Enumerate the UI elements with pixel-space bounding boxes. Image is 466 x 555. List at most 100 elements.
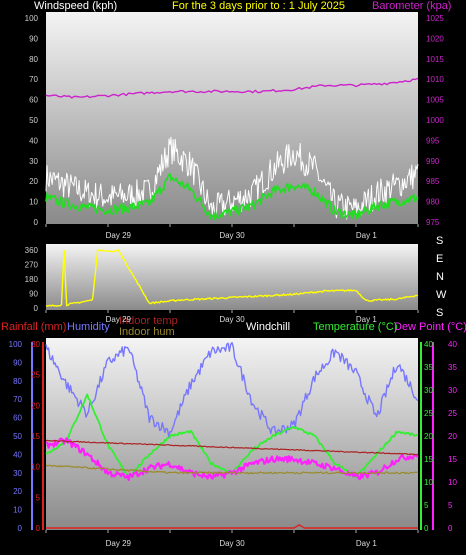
x-axis-day-label: Day 30 (219, 231, 245, 240)
humidity-tick: 90 (13, 358, 22, 367)
indoor-temp-label: Indoor temp (119, 315, 178, 327)
series-layer (45, 77, 419, 529)
rainfall-label: Rainfall (mm) (1, 321, 66, 333)
barometer-tick: 1005 (426, 96, 444, 105)
humidity-tick: 20 (13, 487, 22, 496)
rainfall-tick: 10 (31, 463, 40, 472)
x-axis-day-label: Day 29 (106, 539, 132, 548)
barometer-tick: 990 (426, 157, 440, 166)
rainfall-line (46, 524, 418, 529)
temperature-tick: 40 (424, 340, 433, 349)
x-axis-day-label: Day 30 (219, 539, 245, 548)
humidity-tick: 60 (13, 414, 22, 423)
wind-dir-tick: 360 (25, 246, 39, 255)
windspeed-axis-label: Windspeed (kph) (34, 0, 117, 12)
wind-average-line (45, 173, 419, 221)
compass-tick: S (436, 235, 443, 247)
wind-dir-tick: 180 (25, 275, 39, 284)
compass-tick: E (436, 253, 443, 265)
chart-title: For the 3 days prior to : 1 July 2025 (172, 0, 345, 12)
temperature-tick: 35 (424, 363, 433, 372)
x-labels: Day 29 Day 30 Day 1 Day 29 Day 30 Day 1 Day 29… (45, 224, 419, 548)
dew-point-tick: 40 (448, 340, 457, 349)
barometer-tick: 995 (426, 136, 440, 145)
wind-speed-tick: 50 (29, 116, 38, 125)
temperature-tick: 15 (424, 455, 433, 464)
panel-wind-dir-bg (46, 244, 418, 310)
wind-speed-tick: 90 (29, 34, 38, 43)
barometer-tick: 1025 (426, 14, 444, 23)
humidity-tick: 100 (9, 340, 23, 349)
indoor-hum-line (45, 464, 419, 475)
wind-speed-tick: 60 (29, 96, 38, 105)
barometer-tick: 985 (426, 177, 440, 186)
dew-point-tick: 20 (448, 432, 457, 441)
wind-speed-tick: 10 (29, 198, 38, 207)
x-axis-day-label: Day 29 (106, 231, 132, 240)
dew-point-tick: 35 (448, 363, 457, 372)
wind-speed-tick: 100 (25, 14, 39, 23)
x-axis-day-label: Day 29 (106, 315, 132, 324)
barometer-tick: 1000 (426, 116, 444, 125)
barometer-tick: 1010 (426, 75, 444, 84)
rainfall-tick: 20 (31, 401, 40, 410)
temperature-tick: 20 (424, 432, 433, 441)
barometer-tick: 1020 (426, 34, 444, 43)
dew-point-tick: 30 (448, 386, 457, 395)
temperature-tick: 5 (424, 501, 429, 510)
rainfall-tick: 30 (31, 340, 40, 349)
wind-dir-tick: 270 (25, 261, 39, 270)
dew-point-tick: 25 (448, 409, 457, 418)
compass-tick: W (436, 289, 447, 301)
humidity-tick: 50 (13, 432, 22, 441)
barometer-tick: 975 (426, 218, 440, 227)
barometer-tick: 1015 (426, 55, 444, 64)
wind-dir-tick: 90 (29, 290, 38, 299)
wind-speed-tick: 70 (29, 75, 38, 84)
x-axis-day-label: Day 1 (356, 231, 377, 240)
wind-speed-tick: 0 (34, 218, 39, 227)
x-axis-day-label: Day 1 (356, 315, 377, 324)
humidity-tick: 10 (13, 506, 22, 515)
compass-tick: S (436, 307, 443, 319)
temperature-tick: 25 (424, 409, 433, 418)
indoor-temp-line (45, 439, 419, 456)
temperature-tick: 0 (424, 524, 429, 533)
dew-point-tick: 5 (448, 501, 453, 510)
wind-speed-tick: 40 (29, 136, 38, 145)
rainfall-tick: 15 (31, 432, 40, 441)
wind-direction-line (45, 249, 419, 307)
x-axis-day-label: Day 1 (356, 539, 377, 548)
windchill-label: Windchill (246, 321, 290, 333)
panel-temp-hum-bg (46, 338, 418, 530)
temperature-tick: 10 (424, 478, 433, 487)
temperature-tick: 30 (424, 386, 433, 395)
compass-tick: N (436, 271, 444, 283)
barometer-axis-label: Barometer (kpa) (372, 0, 451, 12)
indoor-hum-label: Indoor hum (119, 326, 175, 338)
windspeed-line (45, 136, 419, 220)
dew-point-tick: 15 (448, 455, 457, 464)
axis-ticks: 1009080706050403020100102510201015101010… (9, 14, 458, 533)
humidity-label: Humidity (67, 321, 110, 333)
humidity-tick: 70 (13, 395, 22, 404)
wind-speed-tick: 80 (29, 55, 38, 64)
x-axis-day-label: Day 30 (219, 315, 245, 324)
humidity-tick: 0 (18, 524, 23, 533)
dew-point-tick: 0 (448, 524, 453, 533)
rainfall-tick: 0 (36, 524, 41, 533)
temperature-label: Temperature (°C) (313, 321, 397, 333)
barometer-tick: 980 (426, 198, 440, 207)
dew-point-line (45, 437, 419, 482)
wind-speed-tick: 20 (29, 177, 38, 186)
humidity-tick: 30 (13, 469, 22, 478)
panel-wind-baro-bg (46, 12, 418, 224)
dew-point-tick: 10 (448, 478, 457, 487)
humidity-tick: 40 (13, 450, 22, 459)
rainfall-tick: 5 (36, 493, 41, 502)
humidity-line (45, 342, 419, 438)
barometer-line (45, 77, 419, 99)
wind-dir-tick: 0 (34, 304, 39, 313)
